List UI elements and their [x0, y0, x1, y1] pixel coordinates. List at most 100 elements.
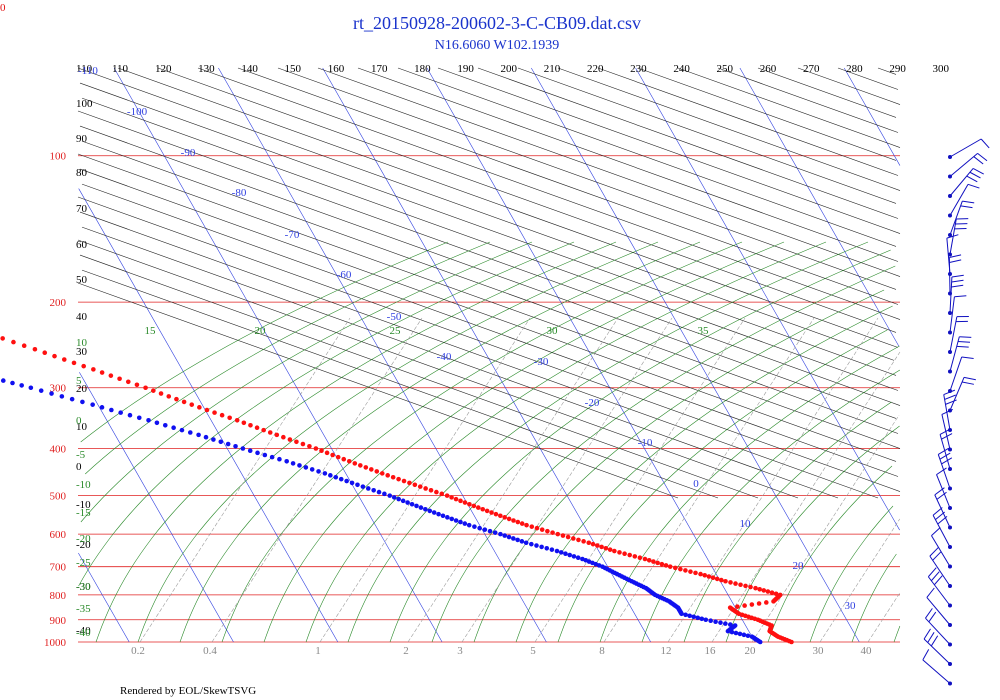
- temperature-point: [300, 441, 306, 447]
- dewpoint-point: [423, 506, 428, 512]
- temperature-point: [428, 487, 434, 493]
- mixing-ratio-line: [407, 317, 619, 643]
- isotherm-label: -70: [285, 229, 300, 241]
- pressure-label: 700: [50, 562, 67, 574]
- dewpoint-point: [409, 501, 415, 507]
- temperature-point: [576, 537, 581, 543]
- temperature-point: [719, 577, 724, 583]
- dewpoint-point: [109, 407, 114, 413]
- temperature-point: [11, 339, 16, 345]
- temperature-point: [307, 443, 312, 449]
- wind-barb-flag: [954, 295, 967, 298]
- moist-adiabat-line: [389, 249, 891, 643]
- wind-barb-flag: [973, 156, 984, 165]
- wind-barb-staff: [941, 414, 951, 450]
- temperature-point: [555, 531, 561, 537]
- temperature-point: [158, 391, 164, 396]
- temperature-point: [506, 516, 512, 522]
- wind-barbs: [922, 138, 990, 686]
- moist-adiabat-line: [179, 241, 701, 643]
- dewpoint-point: [466, 522, 472, 528]
- wind-barb-flag: [934, 487, 945, 496]
- temperature-point: [515, 519, 521, 525]
- dewpoint-point: [59, 394, 65, 399]
- mixing-ratio-label: 20: [745, 645, 757, 657]
- moist-adiabat-label: 20: [255, 325, 267, 337]
- dry-adiabat-line: [317, 67, 901, 277]
- temperature-point: [765, 589, 771, 594]
- dewpoint-point: [695, 615, 701, 621]
- left-scale-label: -10: [76, 499, 91, 511]
- pressure-label: 200: [50, 297, 67, 309]
- moist-adiabat-line: [80, 241, 449, 443]
- temperature-point: [458, 498, 463, 504]
- dewpoint-point: [683, 612, 688, 618]
- wind-barb-flag: [930, 635, 939, 647]
- temperature-point: [189, 402, 195, 407]
- dewpoint-point: [400, 498, 406, 504]
- temperature-point: [212, 410, 217, 415]
- temperature-point: [181, 399, 187, 405]
- isotherm-label: 20: [793, 560, 805, 572]
- wind-barb-flag: [944, 394, 956, 400]
- temperature-point: [151, 388, 156, 393]
- dewpoint-point: [405, 500, 410, 505]
- temperature-point: [319, 448, 324, 453]
- pressure-label: 300: [50, 383, 67, 395]
- wind-barb-flag: [936, 491, 947, 500]
- wind-barb-staff: [949, 277, 953, 314]
- dewpoint-point: [741, 632, 747, 638]
- temperature-point: [529, 524, 535, 529]
- wind-barb-flag: [927, 632, 935, 643]
- temperature-point: [444, 493, 450, 498]
- dry-adiabat-line: [517, 67, 897, 204]
- left-scale-label: -20: [76, 533, 91, 545]
- wind-barb-flag: [932, 551, 942, 561]
- moist-adiabat-label: 30: [547, 325, 559, 337]
- wind-barb-staff: [931, 535, 951, 567]
- dewpoint-point: [462, 521, 468, 526]
- wind-barb-flag: [969, 171, 981, 179]
- corner-label: 0: [0, 2, 6, 14]
- temperature-point: [346, 459, 352, 464]
- left-scale-label: -35: [76, 603, 91, 615]
- wind-barb-staff: [939, 434, 951, 470]
- temperature-point: [550, 530, 555, 535]
- temperature-point: [204, 407, 210, 413]
- temperature-point: [777, 592, 783, 598]
- dewpoint-point: [539, 544, 544, 550]
- temperature-point: [663, 563, 669, 568]
- temperature-point: [727, 605, 733, 610]
- temperature-point: [742, 603, 747, 608]
- dewpoint-point: [575, 555, 581, 560]
- wind-barb-staff: [922, 659, 951, 684]
- dewpoint-point: [506, 534, 512, 540]
- dewpoint-point: [80, 399, 85, 405]
- chart-title: rt_20150928-200602-3-C-CB09.dat.csv: [353, 13, 641, 33]
- dry-adiabat-line: [157, 67, 897, 333]
- temperature-point: [0, 336, 5, 341]
- temperature-point: [467, 501, 472, 507]
- wind-barb-staff: [926, 597, 951, 626]
- wind-barb-flag: [928, 611, 937, 623]
- isotherm-line: [531, 67, 860, 643]
- temperature-point: [756, 601, 762, 606]
- temperature-point: [412, 482, 418, 488]
- wind-barb-flag: [957, 341, 971, 343]
- temperature-point: [434, 489, 439, 495]
- dewpoint-point: [440, 513, 446, 519]
- isotherm-label: -90: [181, 147, 196, 159]
- temperature-point: [134, 382, 140, 388]
- dewpoint-point: [733, 630, 739, 636]
- wind-barb-flag: [956, 345, 969, 348]
- wind-barb-staff: [929, 555, 951, 587]
- temperature-point: [581, 539, 586, 544]
- dewpoint-point: [534, 543, 539, 548]
- mixing-ratio-line: [867, 593, 900, 643]
- moist-adiabat-line: [851, 553, 897, 643]
- temperature-point: [693, 570, 698, 576]
- mixing-ratio-line: [603, 317, 815, 643]
- theta-label: 150: [285, 63, 302, 75]
- temperature-point: [570, 536, 576, 541]
- temperature-point: [659, 561, 665, 567]
